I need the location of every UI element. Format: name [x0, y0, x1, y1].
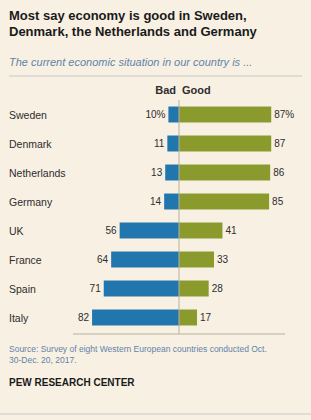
- data-label: 33: [217, 254, 229, 265]
- labels: Sweden 10% 87% Denmark 11 87 Netherlands 13 86 Ge…: [9, 109, 294, 324]
- category-label: Spain: [9, 283, 36, 295]
- bar-bad: [92, 310, 179, 326]
- bar-good: [179, 310, 197, 326]
- bars: [92, 107, 271, 326]
- bar-bad: [111, 252, 179, 268]
- data-label: 41: [225, 225, 237, 236]
- bar-good: [179, 252, 214, 268]
- source: Source: Survey of eight Western European…: [9, 344, 267, 365]
- category-label: France: [9, 254, 42, 266]
- chart: Most say economy is good in Sweden,Denma…: [0, 0, 311, 420]
- data-label: 10%: [145, 109, 165, 120]
- bar-good: [179, 165, 270, 181]
- data-label: 11: [154, 138, 165, 149]
- data-label: 87: [274, 138, 286, 149]
- column-header: Bad: [155, 84, 176, 96]
- category-label: Netherlands: [9, 167, 66, 179]
- bar-bad: [168, 107, 179, 123]
- category-label: Italy: [9, 312, 29, 324]
- bar-bad: [120, 223, 179, 239]
- bar-good: [179, 281, 209, 297]
- data-label: 82: [78, 312, 90, 323]
- data-label: 64: [97, 254, 109, 265]
- data-label: 14: [150, 196, 162, 207]
- bar-good: [179, 223, 222, 239]
- background: [0, 0, 311, 420]
- bar-good: [179, 136, 271, 152]
- separator: [9, 76, 302, 77]
- data-label: 86: [273, 167, 285, 178]
- bar-bad: [167, 136, 179, 152]
- bar-good: [179, 194, 269, 210]
- bar-bad: [104, 281, 179, 297]
- subtitle: The current economic situation in our co…: [9, 56, 252, 68]
- category-label: Sweden: [9, 109, 47, 121]
- data-label: 17: [200, 312, 212, 323]
- column-header: Good: [182, 84, 211, 96]
- branding: PEW RESEARCH CENTER: [9, 377, 135, 388]
- category-label: Denmark: [9, 138, 52, 150]
- title: Most say economy is good in Sweden,Denma…: [9, 8, 258, 39]
- data-label: 85: [272, 196, 284, 207]
- bar-bad: [164, 194, 179, 210]
- data-label: 87%: [274, 109, 294, 120]
- data-label: 28: [212, 283, 224, 294]
- data-label: 56: [106, 225, 118, 236]
- data-label: 13: [151, 167, 163, 178]
- category-label: Germany: [9, 196, 53, 208]
- bar-good: [179, 107, 271, 123]
- center-line: [179, 100, 180, 334]
- bar-bad: [165, 165, 179, 181]
- category-label: UK: [9, 225, 24, 237]
- data-label: 71: [90, 283, 102, 294]
- separator: [0, 414, 311, 415]
